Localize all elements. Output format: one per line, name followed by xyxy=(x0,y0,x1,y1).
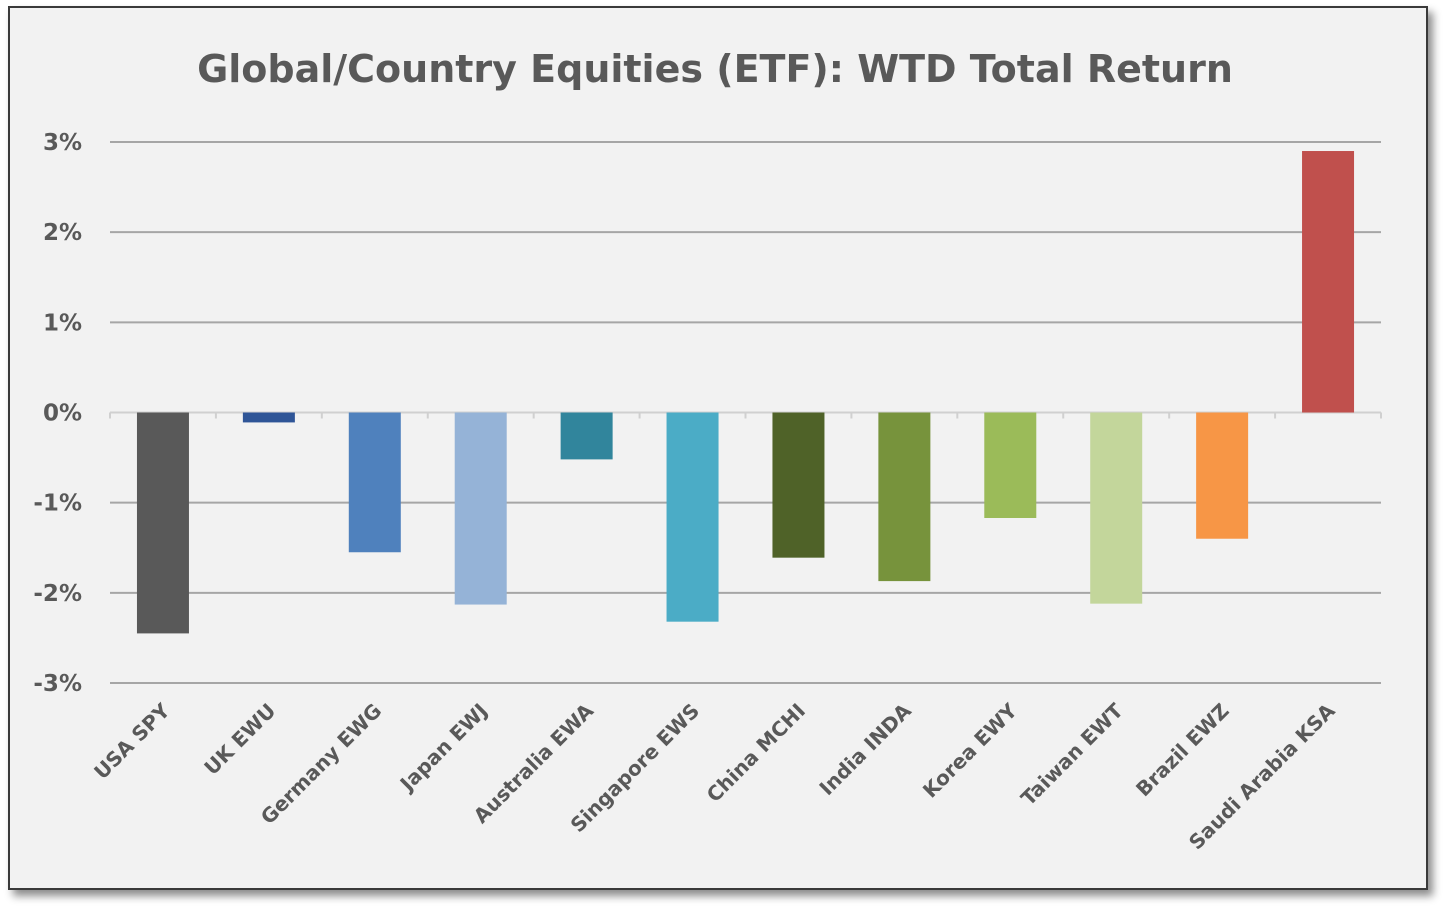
y-tick-label: 0% xyxy=(43,401,82,427)
bar-germany-ewg xyxy=(348,412,401,553)
y-tick-label: 1% xyxy=(43,310,82,336)
x-tick-label: India INDA xyxy=(814,698,916,800)
x-tick-label: Korea EWY xyxy=(918,698,1022,802)
bar-korea-ewy xyxy=(984,412,1037,518)
y-tick-label: -1% xyxy=(33,491,82,517)
bar-uk-ewu xyxy=(242,412,295,423)
bar-japan-ewj xyxy=(454,412,507,605)
chart-title: Global/Country Equities (ETF): WTD Total… xyxy=(197,47,1233,91)
bar-australia-ewa xyxy=(560,412,613,460)
x-tick-label: USA SPY xyxy=(89,698,175,784)
bar-india-inda xyxy=(878,412,931,582)
y-tick-label: -2% xyxy=(33,581,82,607)
y-axis-ticks: 3% 2% 1% 0% -1% -2% -3% xyxy=(33,130,82,697)
bar-brazil-ewz xyxy=(1196,412,1249,539)
bar-singapore-ews xyxy=(666,412,719,622)
y-tick-label: 3% xyxy=(43,130,82,156)
bar-taiwan-ewt xyxy=(1090,412,1143,604)
bar-saudi-arabia-ksa xyxy=(1302,151,1355,413)
x-tick-label: China MCHI xyxy=(702,699,810,807)
gridlines xyxy=(109,141,1382,684)
bars xyxy=(136,151,1355,634)
y-tick-label: 2% xyxy=(43,220,82,246)
y-tick-label: -3% xyxy=(33,671,82,697)
x-tick-label: Brazil EWZ xyxy=(1131,699,1234,802)
x-tick-label: UK EWU xyxy=(199,699,280,780)
x-tick-label: Japan EWJ xyxy=(394,699,492,797)
bar-usa-spy xyxy=(136,412,189,634)
bar-china-mchi xyxy=(772,412,825,558)
x-tick-label: Taiwan EWT xyxy=(1016,698,1128,810)
